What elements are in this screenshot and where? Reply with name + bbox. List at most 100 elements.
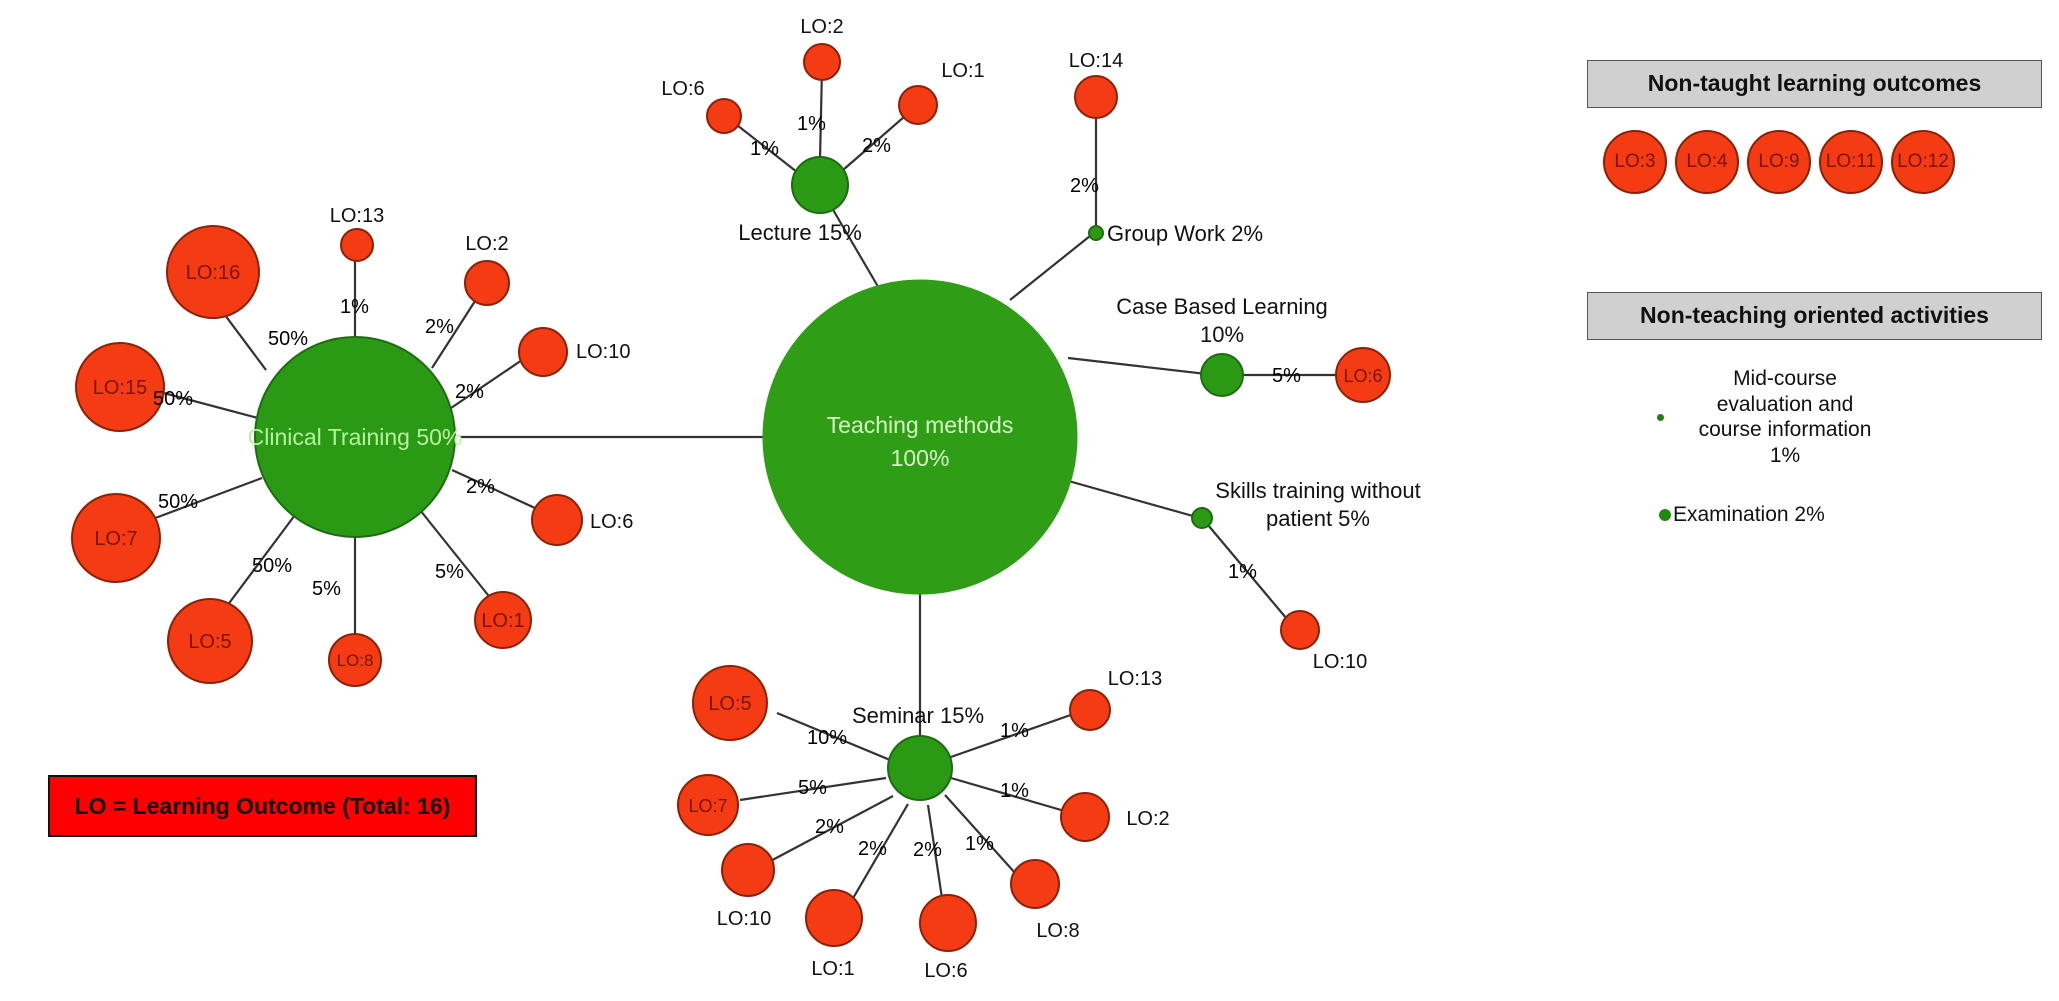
- pct-clinical-lo8: 5%: [312, 578, 341, 600]
- label-seminar-lo2: LO:2: [1126, 808, 1169, 830]
- root-label-line2: 100%: [891, 445, 950, 471]
- node-clinical-lo7[interactable]: LO:7: [71, 493, 161, 583]
- node-clinical-lo2[interactable]: [464, 260, 510, 306]
- edge-root-skills: [1064, 478, 1201, 520]
- edge-seminar-lo2: [950, 776, 1069, 814]
- panel-non-taught: Non-taught learning outcomes LO:3 LO:4 L…: [1587, 60, 2042, 194]
- node-clinical-lo15[interactable]: LO:15: [75, 342, 165, 432]
- label-clinical-lo10: LO:10: [576, 341, 630, 363]
- node-clinical-training[interactable]: Clinical Training 50%: [248, 336, 463, 538]
- edge-skills-lo10: [1207, 524, 1293, 626]
- mid-course-line4: 1%: [1769, 443, 1801, 467]
- lo-label: LO:7: [688, 796, 727, 816]
- edge-root-lecture: [824, 195, 881, 291]
- edge-clinical-lo1: [419, 509, 493, 601]
- pct-clinical-lo15: 50%: [153, 388, 193, 410]
- pct-lecture-lo2: 1%: [797, 113, 826, 135]
- label-clinical-lo2: LO:2: [465, 233, 508, 255]
- edge-clinical-lo5: [217, 514, 296, 619]
- pct-seminar-lo2: 1%: [1000, 780, 1029, 802]
- edge-root-groupwork: [1009, 231, 1096, 301]
- node-seminar-lo7[interactable]: LO:7: [677, 774, 739, 836]
- node-teaching-methods[interactable]: Teaching methods 100%: [762, 279, 1078, 595]
- pct-clinical-lo2: 2%: [425, 316, 454, 338]
- node-clinical-lo13[interactable]: [340, 228, 374, 262]
- node-case-based-learning[interactable]: [1200, 353, 1244, 397]
- non-taught-bubble[interactable]: LO:11: [1819, 130, 1883, 194]
- node-seminar-lo5[interactable]: LO:5: [692, 665, 768, 741]
- node-lecture-lo2[interactable]: [803, 43, 841, 81]
- label-clinical-lo6: LO:6: [590, 511, 633, 533]
- lo-legend-text: LO = Learning Outcome (Total: 16): [74, 792, 451, 819]
- pct-clinical-lo7: 50%: [158, 491, 198, 513]
- pct-lecture-lo1: 2%: [862, 135, 891, 157]
- node-clinical-lo16[interactable]: LO:16: [166, 225, 260, 319]
- node-seminar[interactable]: [887, 735, 953, 801]
- node-clinical-lo5[interactable]: LO:5: [167, 598, 253, 684]
- edge-seminar-lo7: [739, 776, 887, 802]
- non-taught-bubble[interactable]: LO:9: [1747, 130, 1811, 194]
- edge-lecture-lo2: [818, 67, 824, 161]
- mid-course-line1: Mid-course: [1733, 367, 1837, 390]
- node-lecture[interactable]: [791, 156, 849, 214]
- edge-clinical-lo15: [159, 390, 259, 420]
- panel-non-taught-title: Non-taught learning outcomes: [1587, 60, 2042, 108]
- edge-clinical-lo7: [149, 476, 263, 522]
- non-taught-bubble[interactable]: LO:4: [1675, 130, 1739, 194]
- node-cbl-lo6[interactable]: LO:6: [1335, 347, 1391, 403]
- node-lecture-lo1[interactable]: [898, 85, 938, 125]
- activity-row-examination[interactable]: Examination 2%: [1587, 502, 2042, 528]
- edge-clinical-lo6: [451, 468, 536, 510]
- label-clinical-lo13: LO:13: [330, 205, 384, 227]
- panel-non-teaching-title: Non-teaching oriented activities: [1587, 292, 2042, 340]
- edge-lecture-lo6: [727, 117, 798, 173]
- node-seminar-lo6[interactable]: [919, 894, 977, 952]
- edge-lecture-lo1: [842, 109, 913, 171]
- group-work-label: Group Work 2%: [1107, 221, 1263, 246]
- lo-label: LO:7: [94, 528, 137, 550]
- edge-seminar-lo10: [762, 795, 894, 866]
- node-clinical-lo6[interactable]: [531, 494, 583, 546]
- node-clinical-lo8[interactable]: LO:8: [328, 633, 382, 687]
- non-taught-bubble-list: LO:3 LO:4 LO:9 LO:11 LO:12: [1587, 130, 2042, 194]
- node-skills-training[interactable]: [1191, 507, 1213, 529]
- pct-seminar-lo6: 2%: [913, 839, 942, 861]
- label-seminar-lo10: LO:10: [717, 908, 771, 930]
- lo-label: LO:6: [1343, 366, 1382, 386]
- green-dot-icon: [1657, 413, 1664, 421]
- label-seminar-lo13: LO:13: [1108, 668, 1162, 690]
- label-skills-lo10: LO:10: [1313, 651, 1367, 673]
- cbl-label-line2: 10%: [1200, 322, 1244, 347]
- lo-label: LO:1: [481, 610, 524, 632]
- node-seminar-lo1[interactable]: [805, 889, 863, 947]
- label-seminar-lo6: LO:6: [924, 960, 967, 982]
- pct-seminar-lo10: 2%: [815, 816, 844, 838]
- lo-label: LO:8: [337, 651, 374, 670]
- node-clinical-lo1[interactable]: LO:1: [474, 591, 532, 649]
- node-lecture-lo6[interactable]: [706, 98, 742, 134]
- activity-row-mid-course[interactable]: Mid-course evaluation and course informa…: [1587, 366, 2042, 468]
- non-taught-bubble[interactable]: LO:12: [1891, 130, 1955, 194]
- activity-mid-course-text: Mid-course evaluation and course informa…: [1670, 366, 1900, 468]
- node-seminar-lo10[interactable]: [721, 843, 775, 897]
- node-groupwork-lo14[interactable]: [1074, 75, 1118, 119]
- node-group-work[interactable]: [1088, 225, 1104, 241]
- lo-legend-box: LO = Learning Outcome (Total: 16): [48, 775, 477, 837]
- cbl-label-line1: Case Based Learning: [1116, 294, 1328, 319]
- node-seminar-lo8[interactable]: [1010, 859, 1060, 909]
- lo-label: LO:16: [186, 262, 240, 284]
- node-clinical-lo10[interactable]: [518, 327, 568, 377]
- mid-course-line3: course information: [1698, 418, 1872, 442]
- node-seminar-lo13[interactable]: [1069, 689, 1111, 731]
- lo-label: LO:15: [93, 377, 147, 399]
- root-label-line1: Teaching methods: [827, 412, 1014, 438]
- pct-seminar-lo5: 10%: [807, 727, 847, 749]
- lo-label: LO:5: [188, 631, 231, 653]
- non-taught-bubble[interactable]: LO:3: [1603, 130, 1667, 194]
- node-seminar-lo2[interactable]: [1060, 792, 1110, 842]
- pct-groupwork-lo14: 2%: [1070, 175, 1099, 197]
- node-skills-lo10[interactable]: [1280, 610, 1320, 650]
- pct-clinical-lo6: 2%: [466, 476, 495, 498]
